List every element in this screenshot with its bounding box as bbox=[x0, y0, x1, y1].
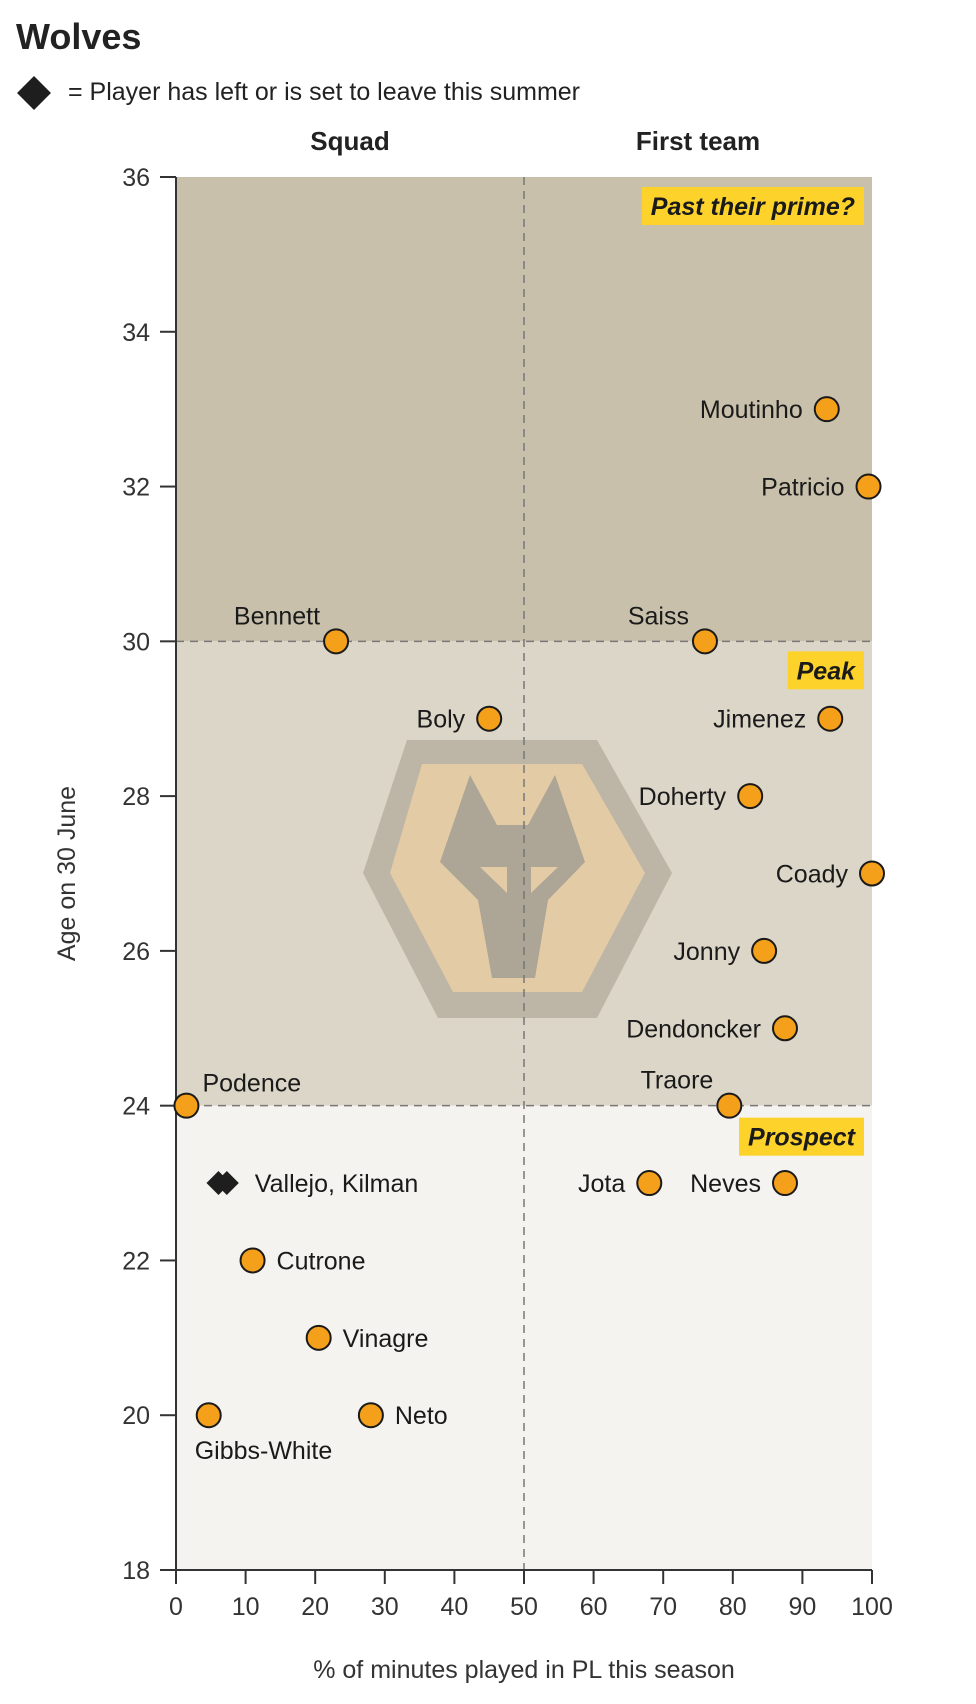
zone-label-past-their-prime: Past their prime? bbox=[651, 193, 855, 221]
zone-badge-past-their-prime bbox=[641, 187, 864, 225]
x-tick-label: 80 bbox=[719, 1593, 747, 1621]
point-neto bbox=[357, 1402, 384, 1429]
point-label-cutrone: Cutrone bbox=[277, 1247, 366, 1275]
point-dendoncker bbox=[772, 1015, 798, 1042]
point-label-neto: Neto bbox=[395, 1402, 448, 1430]
point-doherty bbox=[737, 783, 764, 810]
zone-prospect bbox=[176, 1105, 872, 1570]
point-saiss bbox=[691, 628, 718, 655]
y-tick-label: 30 bbox=[122, 628, 150, 656]
x-tick-label: 40 bbox=[440, 1593, 468, 1621]
point-coady bbox=[859, 860, 885, 887]
y-tick-label: 20 bbox=[122, 1402, 150, 1430]
point-label-vinagre: Vinagre bbox=[343, 1325, 429, 1353]
zone-labels: Past their prime? Peak Prospect bbox=[641, 187, 864, 1156]
legend-text: = Player has left or is set to leave thi… bbox=[68, 78, 581, 106]
point-neves bbox=[772, 1170, 798, 1197]
x-tick-label: 50 bbox=[510, 1593, 538, 1621]
y-tick-label: 36 bbox=[122, 164, 150, 192]
y-axis-label: Age on 30 June bbox=[53, 786, 81, 961]
point-bennett bbox=[323, 628, 350, 655]
point-label-saiss: Saiss bbox=[628, 602, 689, 630]
zone-label-prospect: Prospect bbox=[748, 1124, 857, 1152]
zone-badge-prospect bbox=[739, 1117, 864, 1156]
point-boly bbox=[476, 705, 503, 732]
point-label-gibbs-white: Gibbs-White bbox=[195, 1437, 333, 1465]
point-label-doherty: Doherty bbox=[639, 783, 727, 811]
point-label-moutinho: Moutinho bbox=[700, 396, 803, 424]
y-tick-label: 22 bbox=[122, 1247, 150, 1275]
point-label-vallejo-kilman: Vallejo, Kilman bbox=[255, 1170, 419, 1198]
wolf-head-icon bbox=[440, 775, 585, 978]
wolves-logo bbox=[363, 740, 672, 1018]
y-tick-label: 34 bbox=[122, 319, 150, 347]
x-tick-label: 0 bbox=[169, 1593, 183, 1621]
point-label-jimenez: Jimenez bbox=[713, 706, 806, 734]
x-tick-label: 10 bbox=[232, 1593, 260, 1621]
y-tick-label: 18 bbox=[122, 1557, 150, 1585]
x-tick-label: 60 bbox=[580, 1593, 608, 1621]
data-points: Moutinho Patricio Bennett Saiss Boly Jimenez D… bbox=[173, 396, 885, 1465]
axes: 18 20 22 24 26 28 30 32 34 36 0 10 20 30 40 50 60 70 80 90 1… bbox=[53, 164, 893, 1684]
x-tick-label: 30 bbox=[371, 1593, 399, 1621]
point-podence bbox=[173, 1092, 200, 1119]
wolf-eye-left-icon bbox=[480, 867, 507, 893]
wolf-eye-right-icon bbox=[531, 867, 558, 893]
zone-backgrounds bbox=[176, 177, 872, 1570]
point-cutrone bbox=[239, 1247, 266, 1274]
x-tick-label: 90 bbox=[788, 1593, 816, 1621]
point-label-bennett: Bennett bbox=[234, 602, 320, 630]
y-tick-label: 32 bbox=[122, 474, 150, 502]
point-label-neves: Neves bbox=[690, 1170, 761, 1198]
point-label-traore: Traore bbox=[641, 1067, 714, 1095]
x-axis-label: % of minutes played in PL this season bbox=[313, 1656, 735, 1684]
point-patricio bbox=[855, 473, 882, 500]
point-label-jota: Jota bbox=[578, 1170, 625, 1198]
point-jonny bbox=[751, 937, 778, 964]
point-label-patricio: Patricio bbox=[761, 474, 844, 502]
point-label-coady: Coady bbox=[776, 861, 849, 889]
zone-dividers bbox=[176, 177, 872, 1570]
point-traore bbox=[716, 1092, 743, 1119]
point-jimenez bbox=[817, 705, 844, 732]
legend: = Player has left or is set to leave thi… bbox=[16, 75, 581, 110]
column-header-first-team: First team bbox=[636, 126, 760, 156]
point-label-jonny: Jonny bbox=[673, 938, 740, 966]
zone-label-peak: Peak bbox=[797, 657, 856, 685]
point-moutinho bbox=[813, 396, 840, 423]
zone-badge-peak bbox=[787, 651, 864, 690]
y-tick-label: 26 bbox=[122, 938, 150, 966]
point-gibbs-white bbox=[195, 1402, 222, 1429]
column-headers: Squad First team bbox=[310, 126, 760, 156]
x-tick-label: 100 bbox=[851, 1593, 893, 1621]
point-vinagre bbox=[305, 1324, 332, 1351]
chart-title: Wolves bbox=[16, 16, 142, 57]
left-club-point-vallejo-kilman-2 bbox=[214, 1171, 239, 1196]
x-tick-label: 20 bbox=[301, 1593, 329, 1621]
y-tick-label: 24 bbox=[122, 1093, 150, 1121]
point-label-dendoncker: Dendoncker bbox=[626, 1015, 761, 1043]
point-jota bbox=[636, 1170, 663, 1197]
column-header-squad: Squad bbox=[310, 126, 389, 156]
point-label-boly: Boly bbox=[417, 706, 466, 734]
x-tick-label: 70 bbox=[649, 1593, 677, 1621]
y-tick-label: 28 bbox=[122, 783, 150, 811]
point-label-podence: Podence bbox=[202, 1070, 301, 1098]
